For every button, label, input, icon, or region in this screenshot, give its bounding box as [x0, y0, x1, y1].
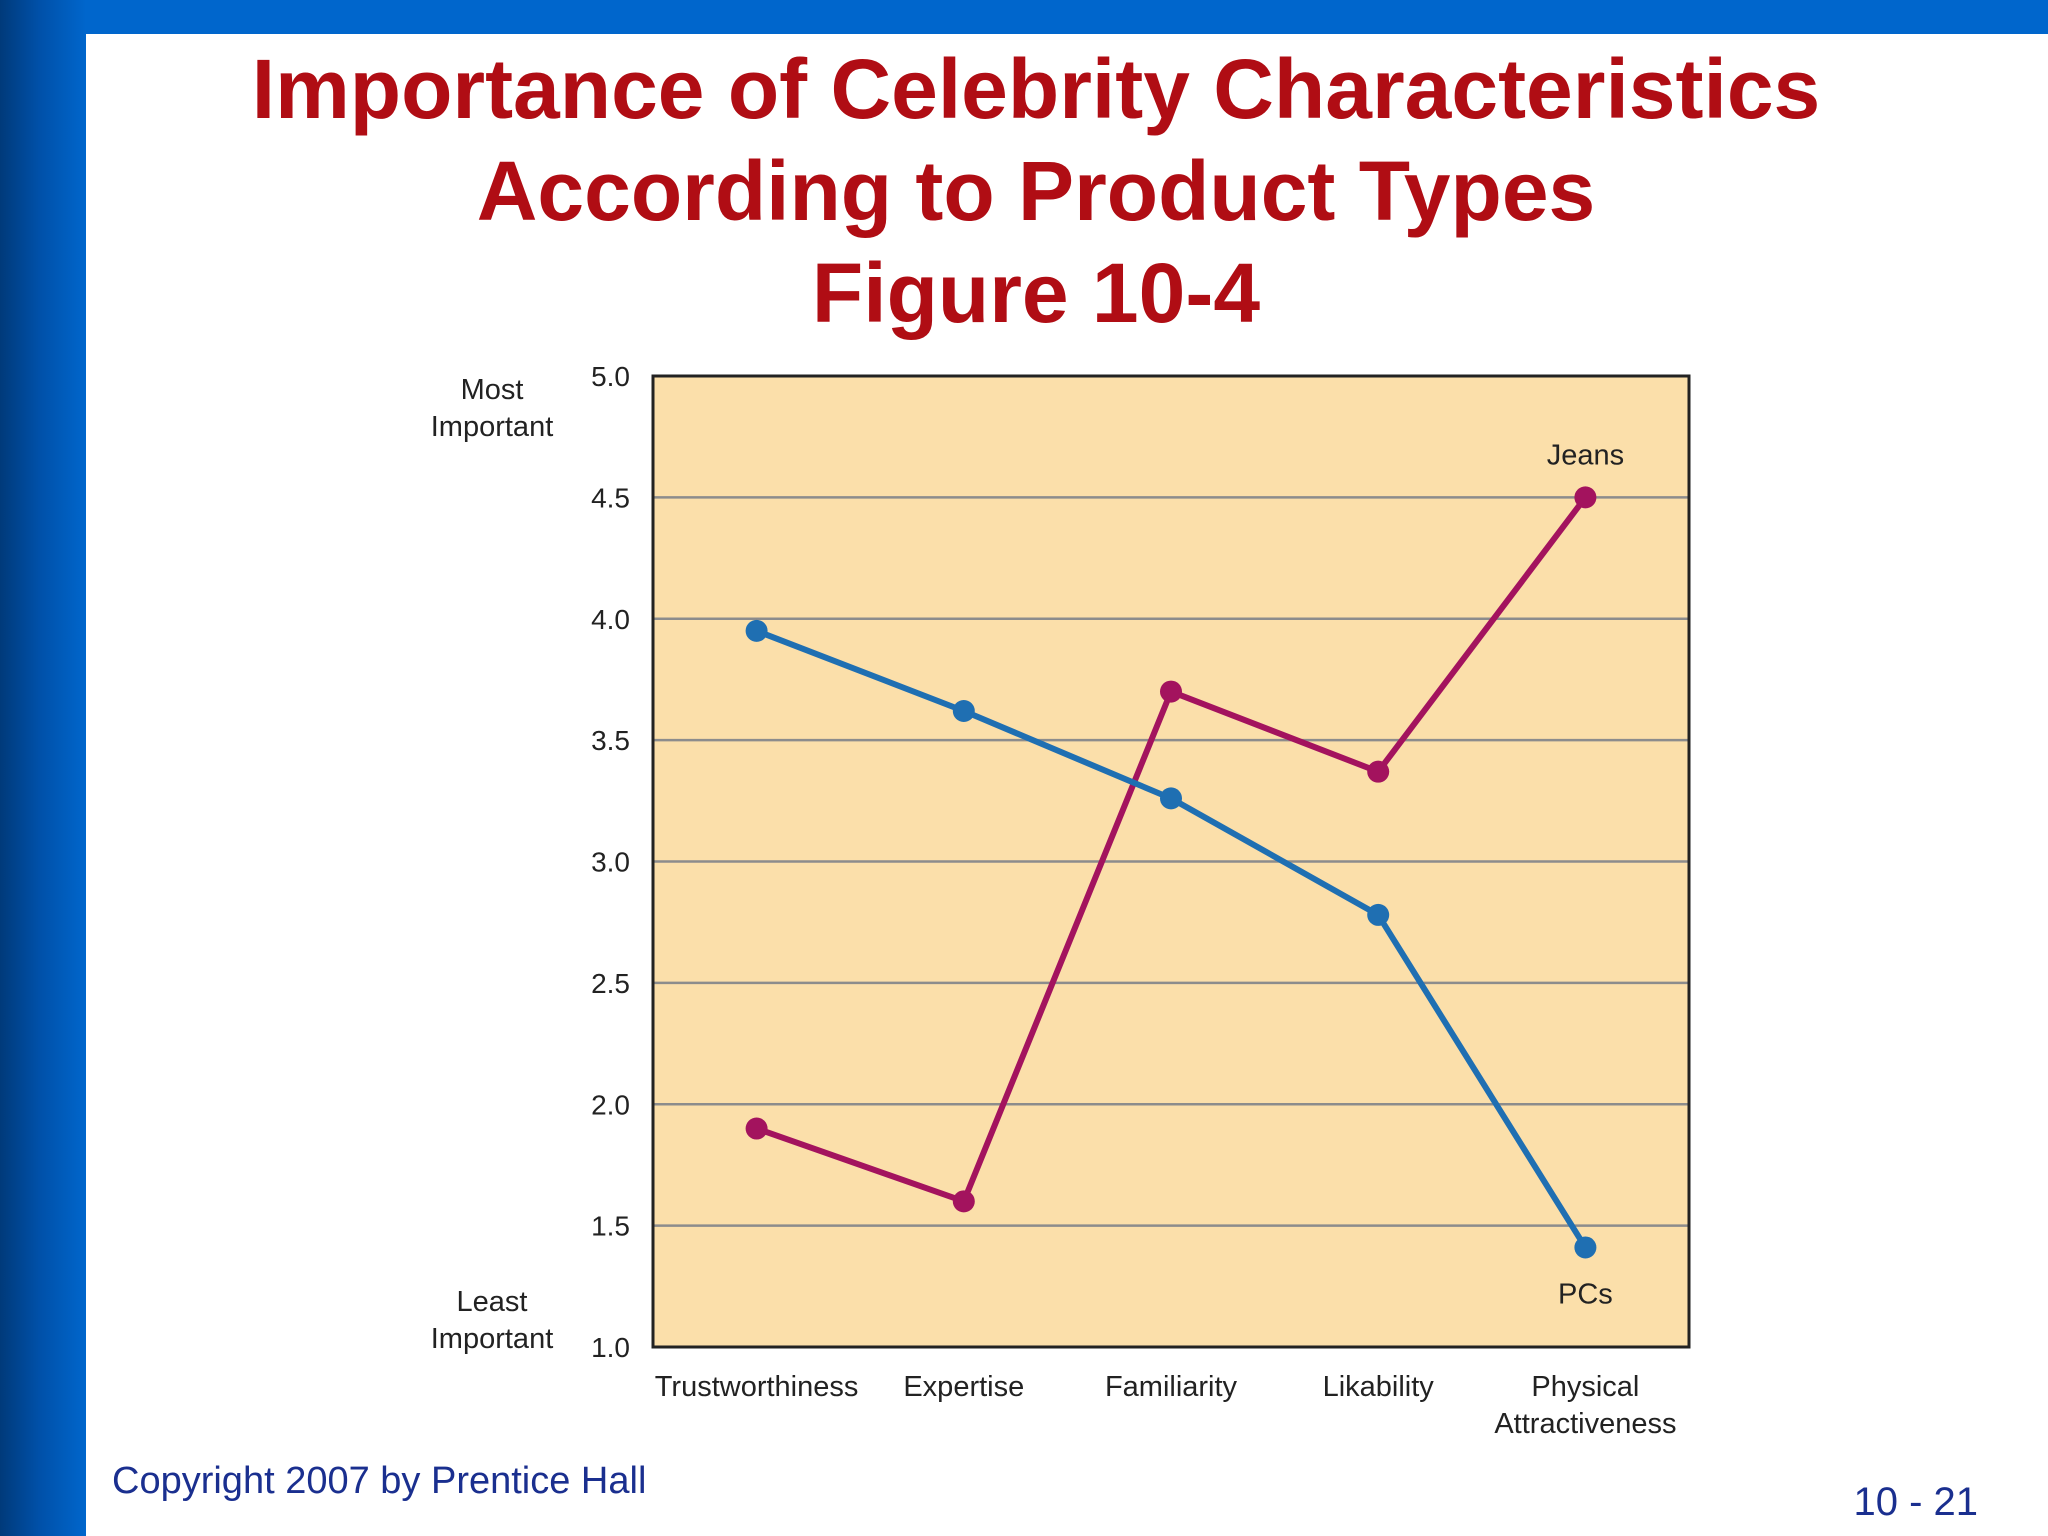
y-axis-top-label: Important — [431, 411, 554, 443]
data-point-pcs — [1367, 903, 1390, 926]
series-label-pcs: PCs — [1558, 1278, 1613, 1310]
x-category-label: Attractiveness — [1494, 1408, 1676, 1440]
y-axis-top-label: Most — [461, 374, 524, 406]
top-accent-bar — [0, 0, 2048, 34]
x-category-label: Expertise — [903, 1371, 1024, 1403]
y-tick-label: 2.0 — [591, 1089, 630, 1120]
x-category-label: Familiarity — [1105, 1371, 1238, 1403]
data-point-jeans — [952, 1190, 975, 1213]
x-category-label: Likability — [1323, 1371, 1435, 1403]
x-category-label: Physical — [1531, 1371, 1639, 1403]
data-point-jeans — [1367, 760, 1390, 783]
y-tick-label: 4.0 — [591, 604, 630, 635]
y-axis-bottom-label: Important — [431, 1323, 554, 1355]
page-number: 10 - 21 — [1853, 1480, 1978, 1524]
y-axis-bottom-label: Least — [457, 1286, 528, 1318]
y-tick-label: 1.0 — [591, 1332, 630, 1363]
data-point-pcs — [1574, 1236, 1597, 1259]
series-label-jeans: Jeans — [1547, 439, 1624, 471]
data-point-jeans — [745, 1117, 768, 1140]
data-point-jeans — [1160, 680, 1182, 703]
y-tick-label: 5.0 — [591, 361, 630, 392]
y-tick-label: 3.5 — [591, 725, 630, 756]
title-line-1: Importance of Celebrity Characteristics — [251, 42, 1821, 136]
data-point-pcs — [952, 699, 975, 722]
slide-title: Importance of Celebrity Characteristics … — [86, 38, 1986, 344]
x-category-label: Trustworthiness — [655, 1371, 859, 1403]
data-point-jeans — [1574, 486, 1597, 509]
title-line-2: According to Product Types — [476, 144, 1596, 238]
plot-frame — [651, 374, 1691, 1349]
data-point-pcs — [745, 619, 768, 642]
y-tick-label: 2.5 — [591, 968, 630, 999]
data-point-pcs — [1160, 787, 1182, 810]
y-tick-label: 1.5 — [591, 1211, 630, 1242]
copyright-text: Copyright 2007 by Prentice Hall — [112, 1460, 647, 1502]
y-tick-label: 4.5 — [591, 482, 630, 513]
left-accent-bar — [0, 0, 86, 1536]
y-tick-label: 3.0 — [591, 847, 630, 878]
title-line-3: Figure 10-4 — [811, 246, 1261, 340]
